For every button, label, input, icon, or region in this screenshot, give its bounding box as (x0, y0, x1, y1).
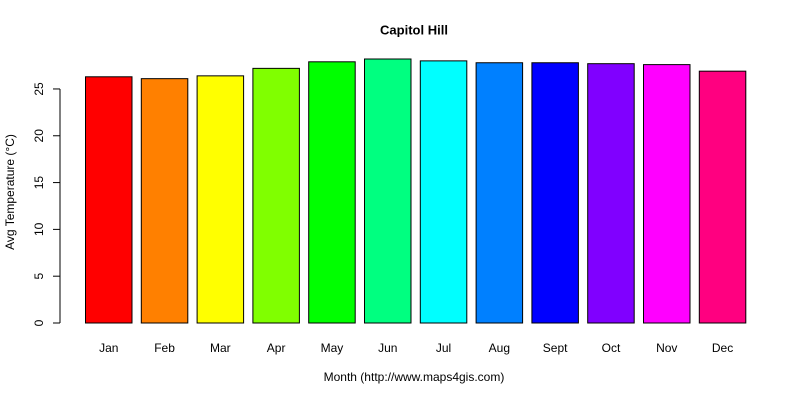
bar (308, 61, 356, 324)
bar (85, 76, 133, 324)
x-tick-label: Oct (602, 341, 621, 355)
bar (419, 60, 468, 324)
x-tick-label: Nov (656, 341, 677, 355)
bar (364, 58, 412, 324)
x-tick-label: Jun (378, 341, 397, 355)
bar (196, 75, 245, 324)
bar (531, 62, 579, 324)
x-tick-label: Jul (436, 341, 451, 355)
x-axis-label: Month (http://www.maps4gis.com) (324, 370, 505, 384)
chart-title: Capitol Hill (380, 22, 448, 37)
y-tick-label: 0 (32, 319, 46, 326)
bar (252, 67, 300, 324)
bar (587, 63, 635, 324)
y-tick-label: 25 (32, 82, 46, 96)
y-tick-label: 5 (32, 273, 46, 280)
x-tick-label: May (321, 341, 344, 355)
x-tick-label: Mar (210, 341, 231, 355)
x-tick-label: Aug (489, 341, 510, 355)
y-axis-label: Avg Temperature (°C) (3, 134, 17, 250)
x-tick-label: Feb (154, 341, 175, 355)
bar (643, 64, 691, 324)
bar (140, 78, 189, 324)
x-tick-label: Apr (267, 341, 286, 355)
bar (475, 62, 524, 324)
bar (698, 70, 747, 324)
y-tick-label: 10 (32, 222, 46, 236)
x-tick-label: Dec (712, 341, 733, 355)
x-tick-label: Sept (543, 341, 568, 355)
x-tick-label: Jan (99, 341, 118, 355)
y-tick-label: 20 (32, 129, 46, 143)
y-tick-label: 15 (32, 176, 46, 190)
